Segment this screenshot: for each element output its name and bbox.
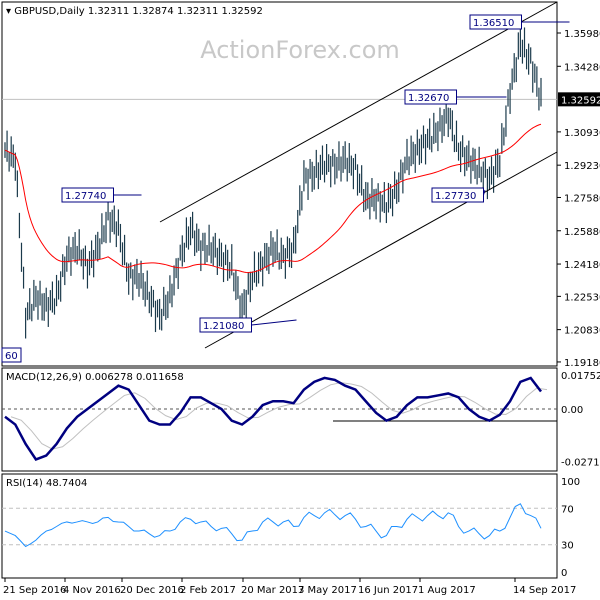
price-tick-label: 1.30930 bbox=[564, 128, 600, 139]
annotation-box bbox=[404, 89, 457, 105]
rsi-tick-label: 70 bbox=[561, 504, 574, 515]
channel-upper-line bbox=[159, 1, 558, 223]
rsi-line bbox=[4, 503, 542, 548]
time-tick-label: 20 Mar 2017 bbox=[241, 585, 304, 596]
annotation-label: 1.36510 bbox=[473, 18, 514, 29]
macd-panel bbox=[1, 367, 558, 472]
macd-main-line bbox=[4, 376, 542, 461]
price-panel bbox=[1, 1, 558, 367]
rsi-panel bbox=[1, 473, 558, 579]
price-tick-label: 1.34280 bbox=[564, 62, 600, 73]
time-tick-label: 1 Aug 2017 bbox=[418, 585, 476, 596]
price-tick-label: 1.20830 bbox=[564, 326, 600, 337]
time-tick-label: 2 Feb 2017 bbox=[180, 585, 236, 596]
annotation-label: 1.21080 bbox=[203, 321, 244, 332]
channel-lower-line bbox=[204, 151, 558, 349]
annotation-leader bbox=[251, 319, 297, 326]
time-tick-label: 3 May 2017 bbox=[298, 585, 357, 596]
annotation-label: 1.32670 bbox=[408, 93, 449, 104]
macd-tick-label: -0.027169 bbox=[561, 458, 600, 469]
price-tick-label: 1.25880 bbox=[564, 227, 600, 238]
chart-title: ▾ GBPUSD,Daily 1.32311 1.32874 1.32311 1… bbox=[6, 6, 263, 17]
time-tick-label: 16 Jun 2017 bbox=[358, 585, 418, 596]
current-price-label: 1.32592 bbox=[561, 95, 600, 106]
time-tick-label: 21 Sep 2016 bbox=[3, 585, 66, 596]
rsi-tick-label: 30 bbox=[561, 541, 574, 552]
price-tick-label: 1.19180 bbox=[564, 358, 600, 369]
annotation-box bbox=[469, 14, 522, 30]
price-tick-label: 1.35980 bbox=[564, 29, 600, 40]
price-tick-label: 1.27580 bbox=[564, 193, 600, 204]
macd-signal-line bbox=[10, 382, 548, 450]
macd-tick-label: 0.017521 bbox=[561, 371, 600, 382]
time-tick-label: 4 Nov 2016 bbox=[63, 585, 121, 596]
time-tick-label: 14 Sep 2017 bbox=[513, 585, 576, 596]
annotation-box bbox=[199, 317, 252, 333]
rsi-tick-label: 0 bbox=[561, 568, 567, 579]
rsi-tick-label: 100 bbox=[561, 477, 580, 488]
rsi-title: RSI(14) 48.7404 bbox=[6, 478, 87, 489]
annotation-box bbox=[431, 187, 484, 203]
macd-title: MACD(12,26,9) 0.006278 0.011658 bbox=[6, 372, 184, 383]
current-price-box bbox=[558, 92, 600, 107]
price-tick-label: 1.22530 bbox=[564, 292, 600, 303]
macd-tick-label: 0.00 bbox=[561, 405, 583, 416]
annotation-label: 1.27730 bbox=[435, 191, 476, 202]
price-tick-label: 1.29230 bbox=[564, 161, 600, 172]
annotation-label: 60 bbox=[5, 351, 18, 362]
annotation-label: 1.27740 bbox=[65, 191, 106, 202]
time-tick-label: 20 Dec 2016 bbox=[120, 585, 184, 596]
price-tick-label: 1.24180 bbox=[564, 260, 600, 271]
annotation-box bbox=[61, 187, 114, 203]
moving-average-line bbox=[4, 123, 542, 274]
annotation-box bbox=[1, 347, 22, 363]
watermark: ActionForex.com bbox=[200, 36, 400, 64]
